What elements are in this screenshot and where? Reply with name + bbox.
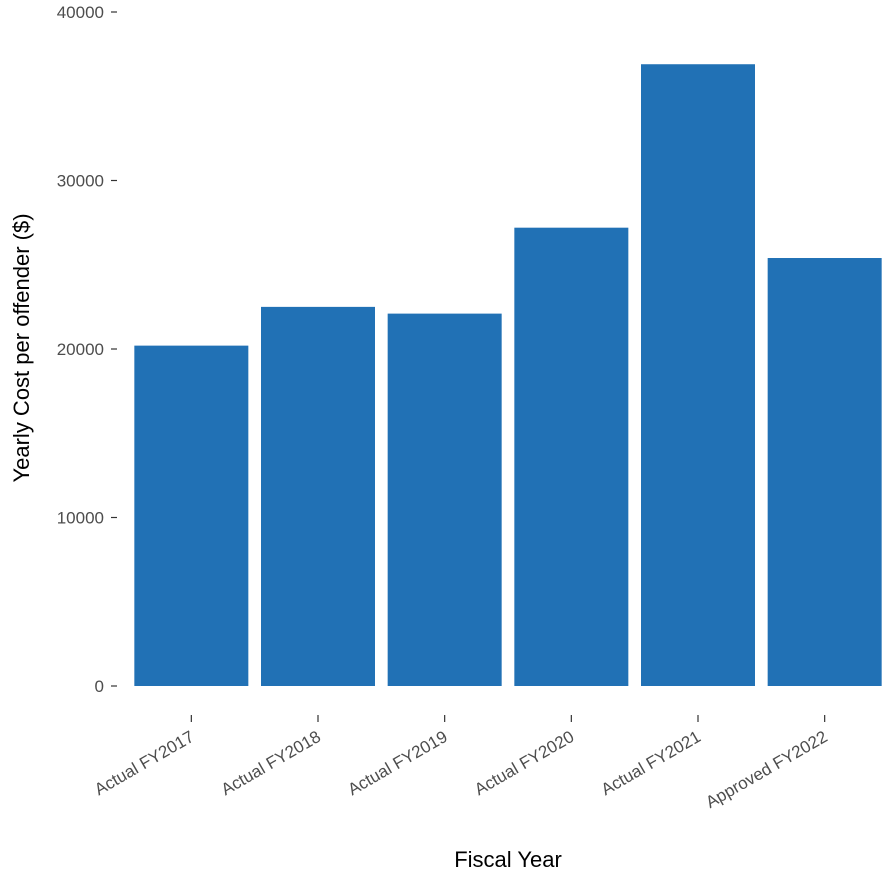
- x-tick-label: Actual FY2020: [471, 727, 577, 799]
- x-axis-title: Fiscal Year: [454, 847, 562, 872]
- y-axis-title: Yearly Cost per offender ($): [9, 213, 34, 482]
- bar: [261, 306, 375, 686]
- bar: [387, 313, 502, 686]
- y-tick-label: 20000: [57, 340, 104, 359]
- bars: [134, 64, 882, 687]
- x-tick-label: Actual FY2021: [598, 727, 704, 799]
- x-tick-label: Actual FY2019: [345, 727, 451, 799]
- y-tick-label: 40000: [57, 3, 104, 22]
- y-tick-label: 0: [95, 677, 104, 696]
- bar: [767, 258, 882, 686]
- bar: [134, 345, 249, 686]
- bar: [641, 64, 755, 687]
- x-axis: Actual FY2017 Actual FY2018 Actual FY2019 A…: [91, 715, 831, 812]
- x-tick-label: Actual FY2017: [91, 727, 197, 799]
- bar: [514, 227, 629, 686]
- y-axis: 0 10000 20000 30000 40000: [57, 3, 117, 696]
- y-tick-label: 30000: [57, 172, 104, 191]
- y-tick-label: 10000: [57, 509, 104, 528]
- x-tick-label: Actual FY2018: [218, 727, 324, 799]
- x-tick-label: Approved FY2022: [702, 727, 830, 812]
